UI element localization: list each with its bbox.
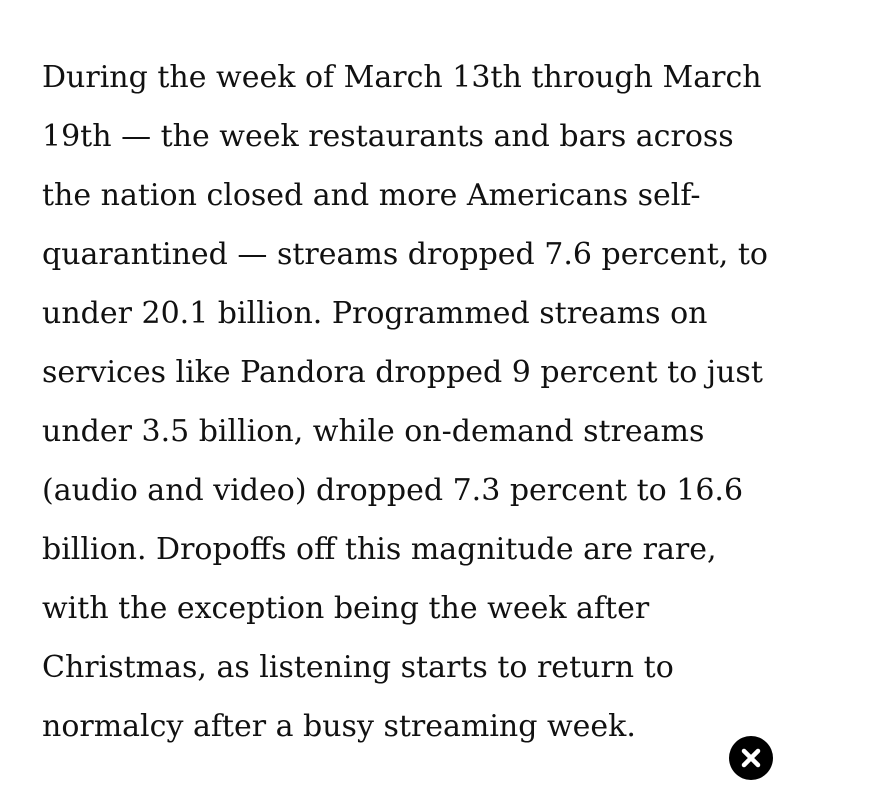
article-paragraph: During the week of March 13th through Ma…: [42, 48, 842, 756]
article-line: Christmas, as listening starts to return…: [42, 650, 674, 685]
close-icon: [740, 747, 762, 769]
article-line: under 3.5 billion, while on-demand strea…: [42, 414, 705, 449]
article-line: billion. Dropoffs off this magnitude are…: [42, 532, 717, 567]
article-line: 19th — the week restaurants and bars acr…: [42, 119, 734, 154]
article-line: normalcy after a busy streaming week.: [42, 709, 636, 744]
article-line: quarantined — streams dropped 7.6 percen…: [42, 237, 768, 272]
article-line: with the exception being the week after: [42, 591, 650, 626]
article-line: During the week of March 13th through Ma…: [42, 60, 762, 95]
article-line: (audio and video) dropped 7.3 percent to…: [42, 473, 744, 508]
article-line: under 20.1 billion. Programmed streams o…: [42, 296, 708, 331]
close-button[interactable]: [729, 736, 773, 780]
article-line: the nation closed and more Americans sel…: [42, 178, 701, 213]
article-line: services like Pandora dropped 9 percent …: [42, 355, 763, 390]
